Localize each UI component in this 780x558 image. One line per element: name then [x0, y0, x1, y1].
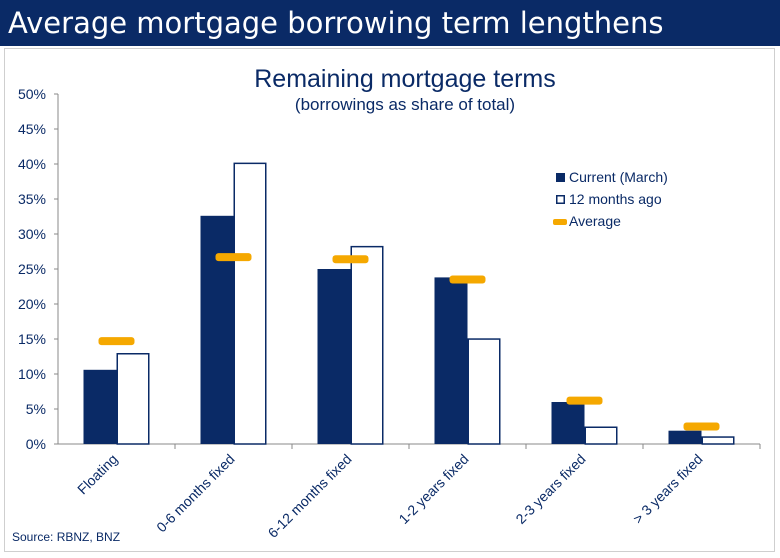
- y-tick-label: 0%: [26, 436, 46, 452]
- y-tick-label: 45%: [18, 121, 46, 137]
- bar-12-months-ago: [350, 245, 384, 445]
- headline: Average mortgage borrowing term lengthen…: [8, 6, 664, 40]
- average-marker: [449, 275, 486, 284]
- legend-label-current: Current (March): [569, 169, 668, 185]
- legend-label-12-months-ago: 12 months ago: [569, 191, 662, 207]
- bar-current: [668, 430, 702, 444]
- x-category-label: 1-2 years fixed: [395, 451, 471, 527]
- chart-subtitle: (borrowings as share of total): [295, 95, 515, 114]
- y-tick-label: 25%: [18, 261, 46, 277]
- average-marker: [566, 396, 603, 405]
- y-tick-label: 15%: [18, 331, 46, 347]
- bar-12-months-ago: [584, 426, 618, 445]
- bar-12-months-ago: [116, 353, 150, 445]
- y-tick-label: 20%: [18, 296, 46, 312]
- bar-current: [551, 402, 585, 444]
- average-marker: [683, 422, 720, 431]
- legend-swatch-12-months-ago: [556, 195, 565, 204]
- y-tick-label: 35%: [18, 191, 46, 207]
- bar-current: [434, 277, 468, 444]
- average-marker: [332, 255, 369, 264]
- headline-banner: Average mortgage borrowing term lengthen…: [0, 0, 780, 46]
- legend-swatch-current: [556, 173, 565, 182]
- y-tick-label: 50%: [18, 86, 46, 102]
- x-category-label: 6-12 months fixed: [265, 451, 355, 541]
- x-category-label: > 3 years fixed: [630, 451, 706, 527]
- legend-label-average: Average: [569, 213, 621, 229]
- x-category-label: 0-6 months fixed: [153, 451, 237, 535]
- average-marker: [215, 253, 252, 262]
- average-marker: [98, 337, 135, 346]
- bar-current: [200, 215, 234, 444]
- y-tick-label: 40%: [18, 156, 46, 172]
- chart-frame: [4, 48, 775, 552]
- bar-12-months-ago: [701, 436, 735, 445]
- chart-title: Remaining mortgage terms: [254, 65, 556, 93]
- y-tick-label: 30%: [18, 226, 46, 242]
- bar-current: [317, 269, 351, 444]
- bar-current: [83, 369, 117, 444]
- y-tick-label: 5%: [26, 401, 46, 417]
- source-note: Source: RBNZ, BNZ: [12, 530, 121, 544]
- x-category-label: Floating: [74, 451, 121, 498]
- bar-12-months-ago: [233, 162, 267, 445]
- y-tick-label: 10%: [18, 366, 46, 382]
- bar-12-months-ago: [467, 338, 501, 445]
- x-category-label: 2-3 years fixed: [512, 451, 588, 527]
- legend-swatch-average: [553, 219, 567, 225]
